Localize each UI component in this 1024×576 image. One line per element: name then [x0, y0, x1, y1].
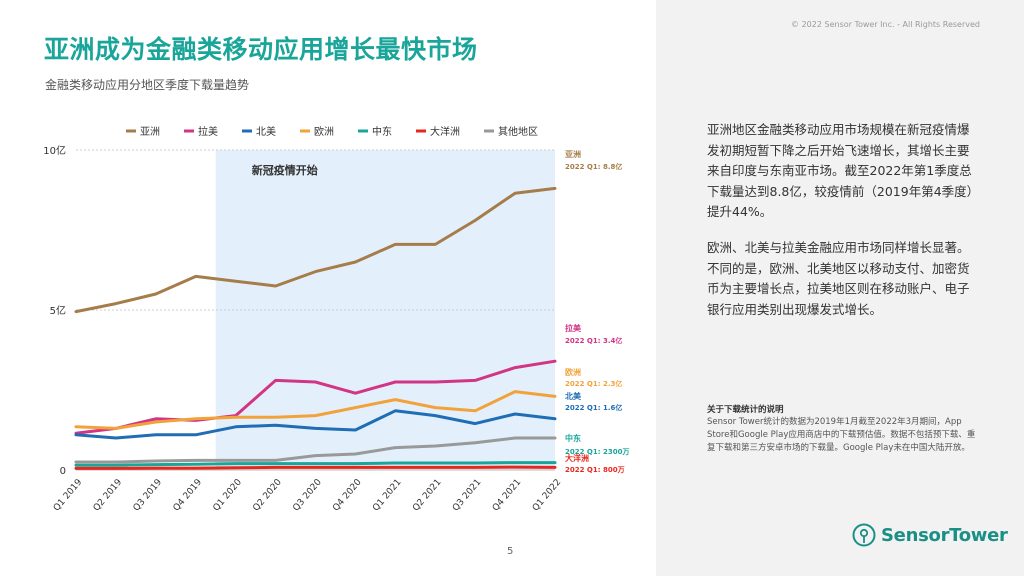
- series-end-label: 北美: [565, 391, 582, 401]
- series-end-value: 2022 Q1: 1.6亿: [565, 403, 622, 412]
- legend-label: 大洋洲: [430, 125, 460, 138]
- note-title: 关于下载统计的说明: [707, 403, 784, 415]
- x-tick-label: Q4 2020: [331, 477, 364, 513]
- x-tick-label: Q1 2022: [531, 478, 563, 514]
- x-tick-label: Q3 2021: [451, 478, 483, 514]
- series-end-value: 2022 Q1: 3.4亿: [565, 336, 622, 345]
- sensor-tower-logo: SensorTower: [852, 523, 1008, 547]
- sensor-tower-logo-icon: [852, 523, 876, 547]
- line-chart: 新冠疫情开始 0 5亿 10亿 Q1 2019 Q2 2019 Q3 2019 Q4 2019…: [0, 0, 656, 576]
- x-tick-label: Q2 2021: [411, 478, 443, 514]
- series-end-label: 大洋洲: [565, 453, 589, 463]
- x-tick-label: Q3 2019: [132, 477, 165, 513]
- page-number: 5: [507, 546, 513, 557]
- x-tick-label: Q4 2021: [491, 478, 523, 514]
- series-end-value: 2022 Q1: 8.8亿: [565, 162, 622, 171]
- note-body: Sensor Tower统计的数据为2019年1月截至2022年3月期间，App…: [707, 416, 979, 455]
- legend-label: 中东: [372, 125, 392, 138]
- x-tick-label: Q2 2020: [251, 477, 284, 513]
- legend-label: 其他地区: [498, 125, 538, 138]
- x-tick-label: Q1 2020: [212, 477, 245, 513]
- legend-label: 北美: [256, 125, 276, 138]
- legend-label: 亚洲: [140, 126, 160, 138]
- series-end-label: 欧洲: [565, 367, 581, 377]
- series-end-label: 拉美: [565, 323, 582, 333]
- series-line: [76, 467, 555, 468]
- x-tick-label: Q2 2019: [92, 477, 125, 513]
- commentary-paragraph-1: 亚洲地区金融类移动应用市场规模在新冠疫情爆发初期短暂下降之后开始飞速增长，其增长…: [707, 120, 979, 223]
- y-tick-label: 10亿: [43, 144, 66, 157]
- x-tick-label: Q4 2019: [172, 477, 205, 513]
- copyright-notice: © 2022 Sensor Tower Inc. - All Rights Re…: [791, 20, 980, 29]
- x-tick-label: Q1 2019: [52, 477, 85, 513]
- legend-label: 拉美: [198, 125, 218, 138]
- series-end-label: 亚洲: [565, 150, 581, 159]
- legend-label: 欧洲: [314, 126, 334, 138]
- series-end-value: 2022 Q1: 2.3亿: [565, 379, 622, 388]
- y-tick-label: 0: [60, 466, 66, 477]
- x-tick-label: Q1 2021: [371, 478, 403, 514]
- series-end-label: 中东: [565, 433, 581, 443]
- commentary-paragraph-2: 欧洲、北美与拉美金融应用市场同样增长显著。不同的是，欧洲、北美地区以移动支付、加…: [707, 238, 979, 320]
- y-tick-label: 5亿: [50, 304, 66, 317]
- series-end-value: 2022 Q1: 800万: [565, 466, 625, 474]
- x-tick-label: Q3 2020: [291, 477, 324, 513]
- pandemic-region-label: 新冠疫情开始: [252, 163, 318, 177]
- logo-text: SensorTower: [881, 525, 1008, 546]
